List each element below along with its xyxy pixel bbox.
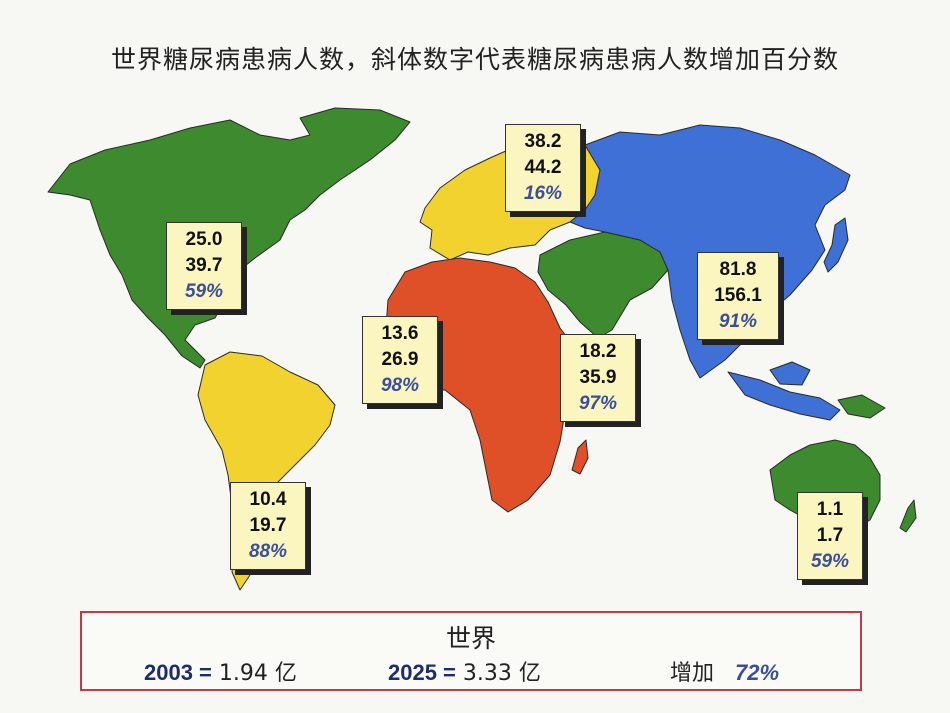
- region-africa-madagascar: [571, 439, 589, 475]
- europe-increase: 16%: [523, 183, 563, 204]
- region-asia-islands-2: [769, 361, 811, 386]
- oceania-increase: 59%: [810, 551, 850, 572]
- south-america-data-box: 10.4 19.7 88%: [230, 482, 306, 570]
- middle-east-data-box: 18.2 35.9 97%: [560, 334, 636, 422]
- oceania-2025: 1.7: [816, 525, 844, 546]
- asia-2003: 81.8: [719, 259, 757, 280]
- world-2025: 2025 = 3.33 亿: [388, 655, 541, 687]
- europe-2025: 44.2: [524, 157, 562, 178]
- oceania-2003: 1.1: [816, 499, 844, 520]
- world-2025-label: 2025 =: [388, 660, 456, 685]
- world-2025-value: 3.33 亿: [462, 661, 541, 686]
- oceania-data-box: 1.1 1.7 59%: [797, 492, 863, 580]
- region-asia-islands: [727, 371, 841, 421]
- south-america-increase: 88%: [248, 541, 288, 562]
- south-america-2003: 10.4: [249, 489, 287, 510]
- north-america-2025: 39.7: [185, 255, 223, 276]
- europe-2003: 38.2: [524, 131, 562, 152]
- world-title: 世界: [445, 624, 496, 653]
- region-oceania-new-zealand: [899, 499, 917, 533]
- region-asia-japan: [823, 217, 849, 273]
- world-2003-value: 1.94 亿: [218, 661, 297, 686]
- world-increase: 增加 72%: [670, 655, 779, 687]
- africa-2003: 13.6: [381, 323, 419, 344]
- africa-2025: 26.9: [381, 349, 419, 370]
- world-summary-box: 世界 2003 = 1.94 亿 2025 = 3.33 亿 增加 72%: [80, 611, 862, 691]
- asia-data-box: 81.8 156.1 91%: [697, 252, 779, 340]
- world-2003: 2003 = 1.94 亿: [144, 655, 297, 687]
- north-america-2003: 25.0: [185, 229, 223, 250]
- asia-increase: 91%: [718, 311, 758, 332]
- region-oceania-new-guinea: [837, 394, 886, 419]
- world-2003-label: 2003 =: [144, 660, 212, 685]
- south-america-2025: 19.7: [249, 515, 287, 536]
- africa-data-box: 13.6 26.9 98%: [362, 316, 438, 404]
- world-increase-label: 增加: [670, 661, 715, 686]
- world-increase-value: 72%: [735, 660, 780, 685]
- africa-increase: 98%: [380, 375, 420, 396]
- middle-east-2003: 18.2: [579, 341, 617, 362]
- north-america-increase: 59%: [184, 281, 224, 302]
- page-title: 世界糖尿病患病人数，斜体数字代表糖尿病患病人数增加百分数: [110, 45, 839, 74]
- middle-east-increase: 97%: [578, 393, 618, 414]
- middle-east-2025: 35.9: [579, 367, 617, 388]
- europe-data-box: 38.2 44.2 16%: [505, 124, 581, 212]
- north-america-data-box: 25.0 39.7 59%: [166, 222, 242, 310]
- asia-2025: 156.1: [714, 285, 762, 306]
